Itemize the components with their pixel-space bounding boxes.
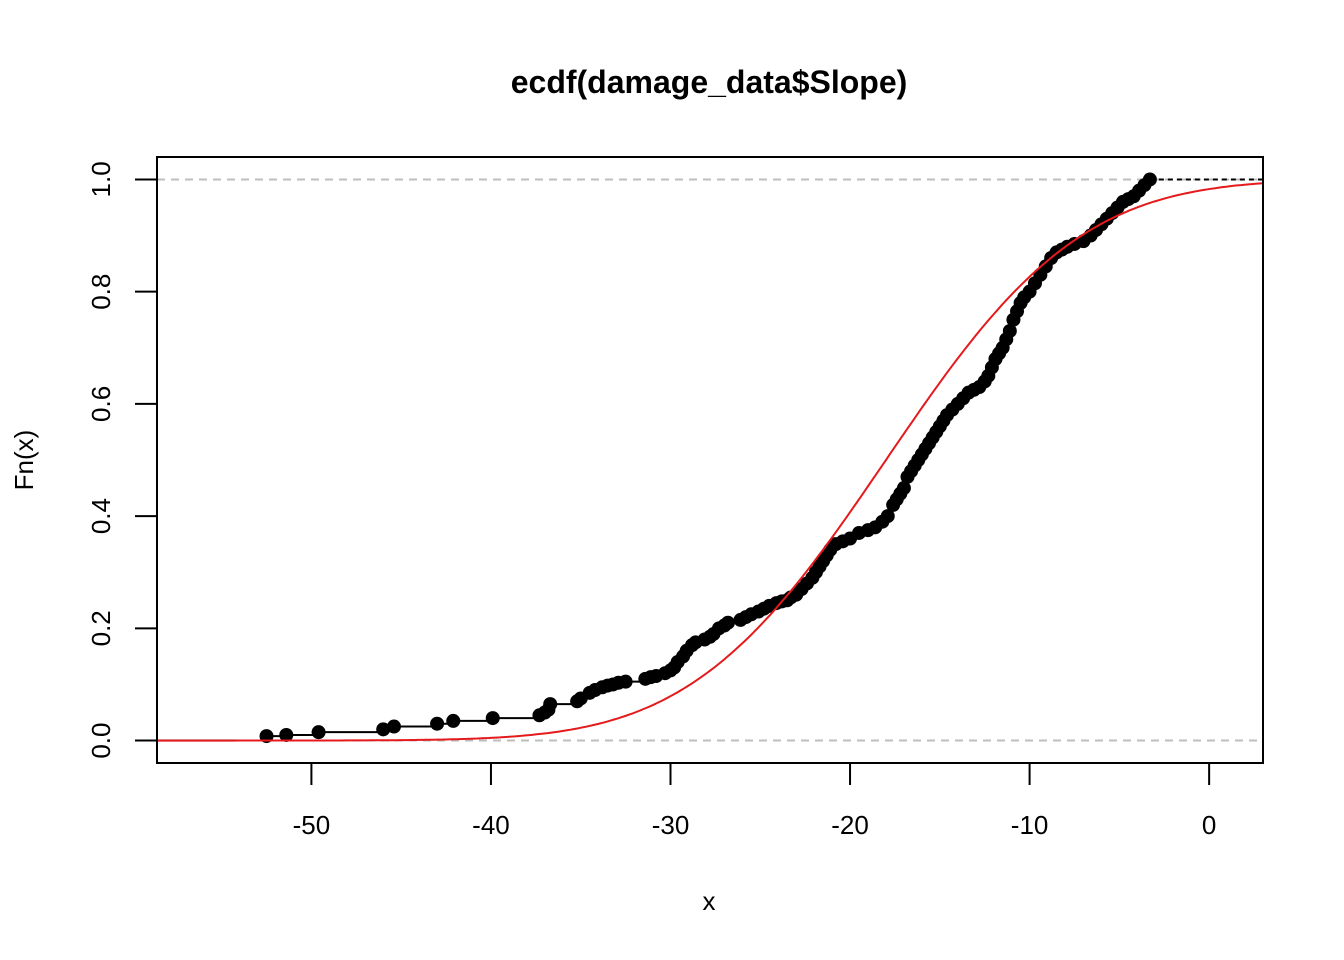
x-tick-label: -50 bbox=[293, 810, 331, 840]
ecdf-point bbox=[618, 674, 633, 689]
ecdf-point bbox=[446, 713, 461, 728]
ecdf-point bbox=[311, 725, 326, 740]
chart-title: ecdf(damage_data$Slope) bbox=[511, 64, 908, 100]
normal-cdf-curve bbox=[157, 182, 1264, 742]
y-tick-label: 0.6 bbox=[86, 386, 116, 422]
y-tick-label: 0.8 bbox=[86, 274, 116, 310]
y-tick-label: 0.2 bbox=[86, 610, 116, 646]
y-tick-label: 0.0 bbox=[86, 723, 116, 759]
y-axis-label: Fn(x) bbox=[9, 430, 39, 491]
ecdf-point bbox=[1002, 323, 1017, 338]
ecdf-point bbox=[430, 716, 445, 731]
x-tick-label: -40 bbox=[472, 810, 510, 840]
y-tick-label: 0.4 bbox=[86, 498, 116, 534]
y-tick-label: 1.0 bbox=[86, 161, 116, 197]
x-tick-label: -30 bbox=[652, 810, 690, 840]
x-axis-label: x bbox=[703, 886, 716, 916]
ecdf-point bbox=[543, 697, 558, 712]
x-tick-label: -20 bbox=[831, 810, 869, 840]
x-tick-label: -10 bbox=[1011, 810, 1049, 840]
ecdf-point bbox=[880, 509, 895, 524]
ecdf-point bbox=[279, 727, 294, 742]
ecdf-point bbox=[1142, 172, 1157, 187]
ecdf-point bbox=[376, 722, 391, 737]
ecdf-point bbox=[485, 711, 500, 726]
ecdf-point bbox=[387, 719, 401, 734]
plot-frame bbox=[156, 156, 1264, 764]
ecdf-point bbox=[896, 481, 911, 496]
ecdf-point bbox=[720, 615, 735, 630]
x-tick-label: 0 bbox=[1202, 810, 1216, 840]
plot-area: -50 -40 -30 -20 -10 0 0.0 0.2 0.4 0.6 0.8 1.0 bbox=[86, 156, 1264, 840]
